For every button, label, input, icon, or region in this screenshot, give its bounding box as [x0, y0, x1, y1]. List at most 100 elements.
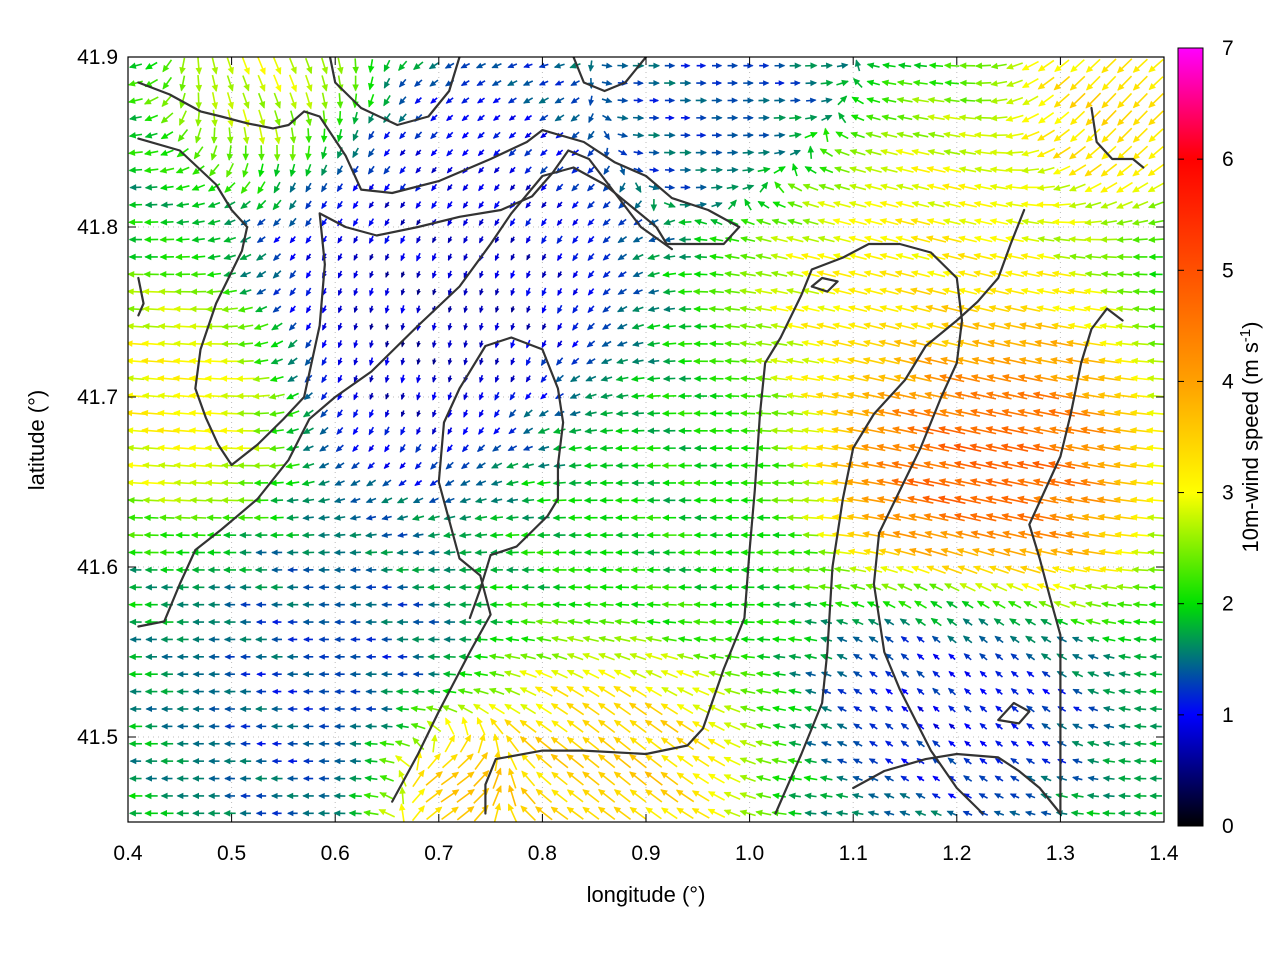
wind-arrow: [932, 653, 940, 660]
wind-arrow: [867, 618, 879, 626]
wind-arrow: [582, 702, 600, 716]
wind-arrow: [1149, 670, 1163, 678]
wind-arrow: [630, 601, 645, 608]
wind-arrow: [271, 619, 282, 625]
wind-arrow: [535, 720, 553, 733]
wind-arrow: [333, 601, 345, 608]
wind-arrow: [819, 792, 833, 800]
wind-arrow: [128, 723, 143, 730]
wind-arrow: [302, 758, 314, 765]
wind-arrow: [1010, 757, 1020, 765]
wind-arrow: [566, 789, 584, 803]
wind-arrow: [348, 792, 362, 800]
wind-arrow: [458, 670, 473, 678]
wind-arrow: [900, 740, 910, 748]
wind-arrow: [208, 758, 220, 765]
wind-arrow: [176, 601, 189, 608]
wind-arrow: [932, 670, 941, 678]
wind-arrow: [1149, 792, 1162, 800]
wind-arrow: [302, 688, 314, 695]
wind-arrow: [788, 671, 801, 678]
wind-arrow: [270, 653, 283, 661]
wind-arrow: [224, 775, 235, 782]
wind-arrow: [318, 601, 330, 608]
wind-arrow: [756, 601, 771, 608]
wind-arrow: [948, 653, 956, 661]
wind-arrow: [723, 739, 741, 749]
wind-arrow: [161, 723, 173, 730]
wind-arrow: [994, 653, 1004, 661]
wind-arrow: [160, 740, 174, 748]
wind-arrow: [520, 618, 536, 626]
wind-arrow: [932, 723, 940, 730]
wind-arrow: [535, 788, 553, 804]
wind-arrow: [318, 775, 330, 782]
wind-arrow: [660, 771, 679, 786]
wind-arrow: [676, 755, 694, 768]
wind-arrow: [932, 775, 941, 782]
wind-arrow: [852, 653, 863, 660]
wind-arrow: [1101, 618, 1117, 626]
wind-arrow: [208, 671, 220, 678]
wind-arrow: [287, 636, 298, 643]
wind-arrow: [271, 671, 282, 678]
wind-arrow: [868, 636, 879, 643]
wind-arrow: [411, 805, 425, 822]
wind-arrow: [836, 775, 848, 782]
wind-arrow: [675, 670, 694, 679]
wind-arrow: [645, 737, 662, 751]
wind-arrow: [805, 671, 816, 678]
wind-arrow: [271, 688, 282, 695]
wind-arrow: [286, 792, 299, 800]
wind-arrow: [286, 723, 299, 730]
wind-arrow: [380, 671, 393, 678]
wind-arrow: [333, 810, 346, 817]
wind-arrow: [208, 688, 220, 695]
wind-arrow: [739, 722, 756, 730]
wind-arrow: [427, 653, 440, 661]
wind-arrow: [536, 601, 551, 608]
wind-arrow: [176, 671, 189, 678]
wind-arrow: [1118, 740, 1131, 748]
wind-arrow: [1040, 775, 1052, 782]
wind-arrow: [1102, 688, 1115, 695]
wind-arrow: [1041, 722, 1051, 730]
wind-arrow: [1041, 705, 1051, 713]
wind-arrow: [1086, 636, 1100, 643]
wind-arrow: [884, 722, 894, 730]
wind-arrow: [693, 601, 708, 608]
wind-arrow: [676, 653, 694, 660]
wind-arrow: [1149, 723, 1162, 730]
wind-arrow: [1071, 740, 1084, 747]
wind-arrow: [208, 723, 220, 730]
wind-arrow: [255, 723, 267, 730]
wind-arrow: [161, 653, 173, 660]
wind-arrow: [303, 706, 313, 712]
wind-arrow: [412, 769, 425, 788]
wind-arrow: [995, 688, 1003, 695]
wind-arrow: [128, 810, 142, 817]
wind-arrow: [931, 635, 941, 644]
wind-arrow: [1010, 740, 1019, 747]
wind-arrow: [128, 792, 143, 800]
wind-arrow: [583, 601, 598, 608]
wind-arrow: [739, 688, 756, 695]
y-tick-label: 41.5: [77, 726, 118, 749]
wind-arrow: [820, 810, 832, 817]
wind-arrow: [597, 669, 616, 680]
wind-arrow: [707, 721, 725, 732]
wind-arrow: [739, 792, 757, 800]
wind-arrow: [979, 653, 988, 661]
wind-arrow: [885, 705, 894, 713]
wind-arrow: [932, 687, 941, 696]
wind-arrow: [995, 722, 1003, 730]
wind-arrow: [381, 654, 392, 660]
wind-arrow: [755, 792, 772, 799]
wind-arrow: [994, 775, 1004, 782]
wind-arrow: [644, 719, 663, 734]
wind-arrow: [1009, 775, 1020, 782]
wind-arrow: [1010, 705, 1019, 713]
wind-arrow: [1086, 809, 1100, 817]
wind-arrow: [771, 636, 787, 643]
wind-arrow: [431, 734, 438, 753]
